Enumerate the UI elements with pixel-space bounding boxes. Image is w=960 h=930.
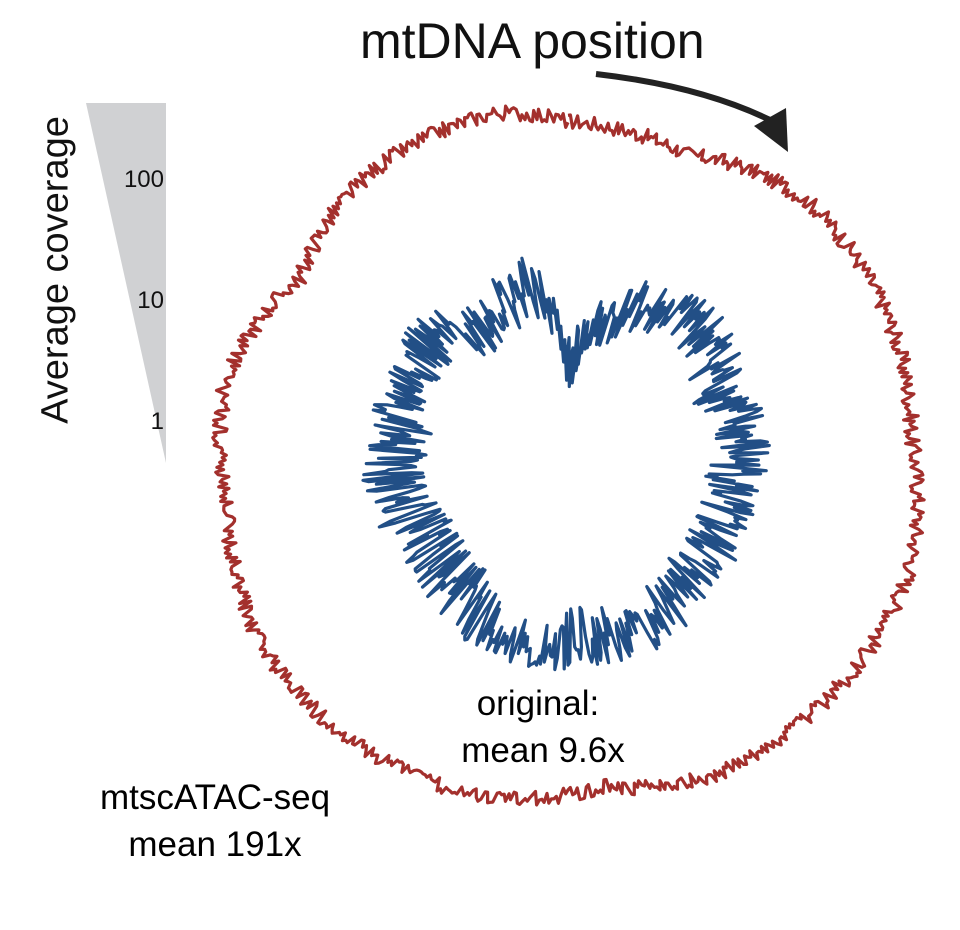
clockwise-arrowhead [754, 108, 788, 152]
y-tick-label: 100 [123, 166, 164, 193]
y-axis-title: Average coverage [34, 116, 77, 424]
mtscatac-series-mean: mean 191x [128, 825, 302, 864]
original-series-mean: mean 9.6x [461, 731, 625, 770]
coverage-scale-wedge [86, 103, 166, 463]
original-coverage-line [361, 256, 771, 672]
original-series-label: original: [476, 684, 600, 723]
mtscatac-seq-coverage-line [211, 104, 926, 807]
chart-title: mtDNA position [360, 13, 705, 69]
clockwise-arrow [595, 71, 772, 123]
y-tick-label: 10 [137, 287, 164, 314]
y-tick-label: 1 [150, 408, 164, 435]
mtscatac-series-label: mtscATAC-seq [99, 778, 331, 817]
